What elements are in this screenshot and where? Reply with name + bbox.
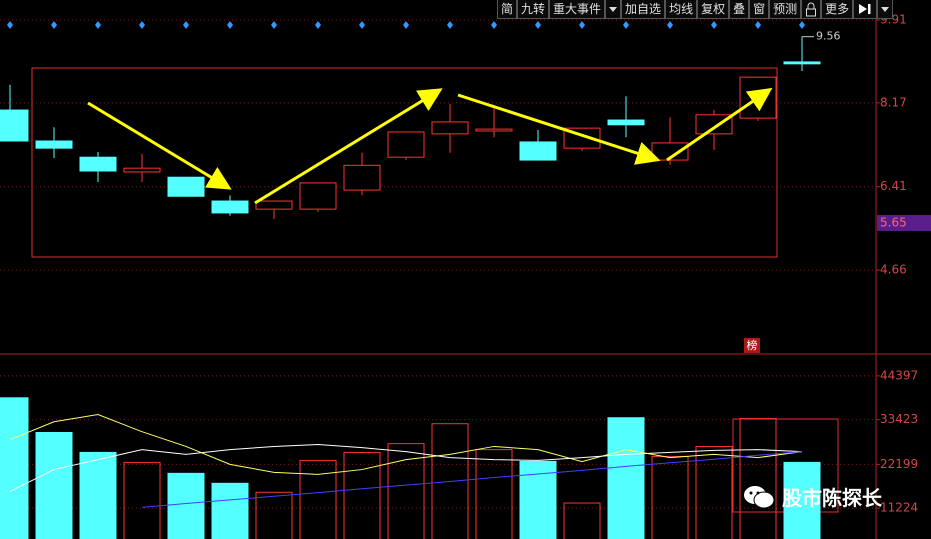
volume-bar bbox=[123, 461, 161, 539]
toolbar-button[interactable]: 预测 bbox=[769, 0, 802, 19]
volume-bar bbox=[387, 443, 425, 539]
volume-bar bbox=[695, 445, 733, 539]
marker-diamond bbox=[535, 21, 541, 29]
marker-diamond bbox=[271, 21, 277, 29]
marker-diamond bbox=[491, 21, 497, 29]
toolbar-button[interactable]: 均线 bbox=[665, 0, 698, 19]
marker-diamond bbox=[799, 21, 805, 29]
current-price-box bbox=[877, 214, 931, 231]
moving-average-line bbox=[9, 414, 803, 475]
volume-bar bbox=[255, 491, 293, 539]
volume-bar bbox=[35, 431, 73, 539]
candle-body bbox=[475, 128, 513, 132]
marker-diamond bbox=[315, 21, 321, 29]
arrow bbox=[457, 93, 661, 165]
volume-bar bbox=[299, 459, 337, 539]
volume-bar bbox=[343, 451, 381, 539]
candle-body bbox=[519, 141, 557, 161]
toolbar-button[interactable]: 加自选 bbox=[621, 0, 666, 19]
candle-body bbox=[387, 131, 425, 158]
volume-bar bbox=[783, 461, 821, 539]
volume-panel: 44397 33423 22199 11224 bbox=[0, 368, 918, 539]
candle-body bbox=[343, 164, 381, 191]
toolbar-button[interactable]: 窗 bbox=[749, 0, 770, 19]
volume-bar bbox=[431, 423, 469, 539]
arrow bbox=[254, 88, 443, 205]
volume-bar bbox=[651, 455, 689, 539]
toolbar-button[interactable]: 简 bbox=[497, 0, 518, 19]
highlight-box bbox=[31, 67, 778, 258]
volume-bar bbox=[739, 418, 777, 539]
marker-diamond bbox=[403, 21, 409, 29]
marker-diamond bbox=[667, 21, 673, 29]
candle-body bbox=[211, 200, 249, 214]
candle-body bbox=[431, 121, 469, 135]
toolbar-button[interactable]: 九转 bbox=[517, 0, 550, 19]
y-tick-label: 6.41 bbox=[880, 179, 907, 193]
lock-icon[interactable] bbox=[801, 0, 822, 19]
toolbar-button[interactable]: 复权 bbox=[697, 0, 730, 19]
expand-icon[interactable] bbox=[853, 0, 878, 19]
wechat-icon bbox=[744, 485, 775, 508]
high-label: 9.56 bbox=[816, 30, 841, 43]
volume-bar bbox=[211, 482, 249, 539]
marker-diamond bbox=[139, 21, 145, 29]
arrow bbox=[666, 87, 773, 162]
marker-diamond bbox=[755, 21, 761, 29]
marker-diamond bbox=[183, 21, 189, 29]
watermark: 股市陈探长 bbox=[742, 482, 882, 511]
candle-body bbox=[299, 182, 337, 210]
volume-bar bbox=[167, 472, 205, 539]
badge-text: 榜 bbox=[747, 338, 758, 352]
toolbar: 简 九转 重大事件 加自选 均线 复权 叠 窗 预测 更多 bbox=[497, 0, 894, 19]
toolbar-button[interactable]: 叠 bbox=[729, 0, 750, 19]
marker-diamond bbox=[7, 21, 13, 29]
marker-diamond bbox=[711, 21, 717, 29]
volume-bar bbox=[563, 502, 601, 539]
toolbar-button[interactable]: 重大事件 bbox=[549, 0, 606, 19]
arrow bbox=[87, 101, 232, 190]
dropdown-icon[interactable] bbox=[605, 0, 622, 19]
dropdown-icon[interactable] bbox=[877, 0, 894, 19]
candle-body bbox=[79, 156, 117, 172]
candle-body bbox=[0, 109, 29, 142]
marker-diamond bbox=[227, 21, 233, 29]
y-tick-label: 44397 bbox=[880, 368, 918, 382]
arrows bbox=[87, 87, 773, 205]
marker-diamond bbox=[579, 21, 585, 29]
moving-average-line bbox=[141, 451, 803, 508]
volume-bar bbox=[475, 449, 513, 539]
price-panel: 9.918.176.414.669.565.65 bbox=[0, 13, 931, 277]
candle-body bbox=[123, 167, 161, 173]
candle-body bbox=[695, 114, 733, 135]
marker-diamond bbox=[447, 21, 453, 29]
y-tick-label: 8.17 bbox=[880, 95, 907, 109]
watermark-text: 股市陈探长 bbox=[782, 486, 882, 510]
current-price-label: 5.65 bbox=[880, 215, 907, 229]
candle-body bbox=[255, 200, 293, 210]
volume-bar bbox=[0, 397, 29, 539]
marker-diamond bbox=[95, 21, 101, 29]
volume-bar bbox=[607, 417, 645, 539]
marker-diamond bbox=[359, 21, 365, 29]
marker-diamond bbox=[623, 21, 629, 29]
marker-diamond bbox=[51, 21, 57, 29]
candle-body bbox=[783, 61, 821, 65]
y-tick-label: 22199 bbox=[880, 457, 918, 471]
candle-body bbox=[607, 119, 645, 126]
y-tick-label: 11224 bbox=[880, 501, 918, 515]
toolbar-button[interactable]: 更多 bbox=[821, 0, 854, 19]
moving-average-line bbox=[9, 443, 803, 492]
volume-bar bbox=[79, 451, 117, 539]
y-tick-label: 33423 bbox=[880, 412, 918, 426]
candle-body bbox=[167, 176, 205, 197]
candle-body bbox=[35, 140, 73, 149]
y-tick-label: 4.66 bbox=[880, 263, 907, 277]
badge bbox=[744, 338, 760, 353]
